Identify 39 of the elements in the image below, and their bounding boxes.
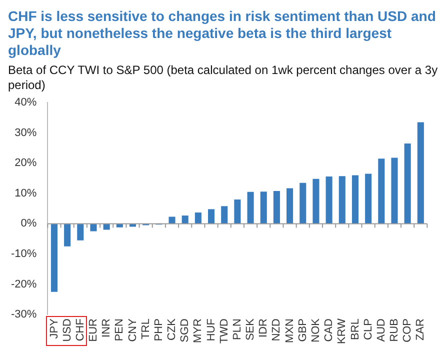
- y-tick-label: -10%: [10, 248, 37, 260]
- x-tick-label: USD: [61, 318, 74, 342]
- chart-subtitle: Beta of CCY TWI to S&P 500 (beta calculated on 1wk percent changes over a 3y period): [8, 63, 438, 93]
- x-tick-label: CLP: [362, 318, 374, 340]
- x-tick-label: CZK: [166, 318, 178, 341]
- y-tick-label: -20%: [10, 278, 37, 290]
- x-tick-label: JPY: [48, 318, 60, 339]
- x-tick-label: PHP: [152, 318, 165, 342]
- x-tick-label: TRL: [140, 318, 152, 340]
- y-tick-label: 10%: [14, 187, 37, 200]
- y-tick-label: -30%: [10, 308, 37, 321]
- x-tick-label: EUR: [88, 318, 100, 342]
- x-tick-label: INR: [100, 318, 113, 338]
- y-tick-label: 30%: [14, 126, 37, 139]
- x-tick-label: PEN: [114, 318, 126, 342]
- x-tick-label: GBP: [296, 318, 309, 342]
- x-tick-label: NOK: [310, 318, 322, 342]
- x-tick-label: ZAR: [414, 318, 427, 341]
- chart-title: CHF is less sensitive to changes in risk sentiment than USD and JPY, but nonetheless the negative beta is the third largest globally: [8, 8, 437, 59]
- x-tick-label: HUF: [205, 318, 218, 342]
- x-tick-label: RUB: [388, 318, 401, 342]
- x-tick-label: SEK: [244, 318, 257, 341]
- x-tick-label: IDR: [258, 318, 270, 338]
- x-tick-label: SGD: [179, 318, 192, 342]
- x-tick-label: CNY: [126, 318, 139, 342]
- x-tick-label: BRL: [349, 318, 362, 340]
- x-tick-label: MXN: [284, 318, 296, 343]
- x-tick-label: COP: [402, 318, 414, 342]
- x-tick-label: CHF: [74, 318, 86, 342]
- x-tick-label: TWD: [218, 318, 230, 344]
- x-tick-label: PLN: [231, 318, 244, 340]
- x-tick-label: CAD: [323, 318, 336, 342]
- y-tick-label: 40%: [14, 96, 37, 109]
- x-tick-label: MYR: [192, 318, 204, 343]
- x-tick-label: KRW: [336, 318, 348, 344]
- y-tick-label: 20%: [14, 157, 37, 170]
- x-tick-label: NZD: [270, 318, 283, 342]
- x-tick-label: AUD: [375, 318, 388, 342]
- y-tick-label: 0%: [20, 218, 37, 230]
